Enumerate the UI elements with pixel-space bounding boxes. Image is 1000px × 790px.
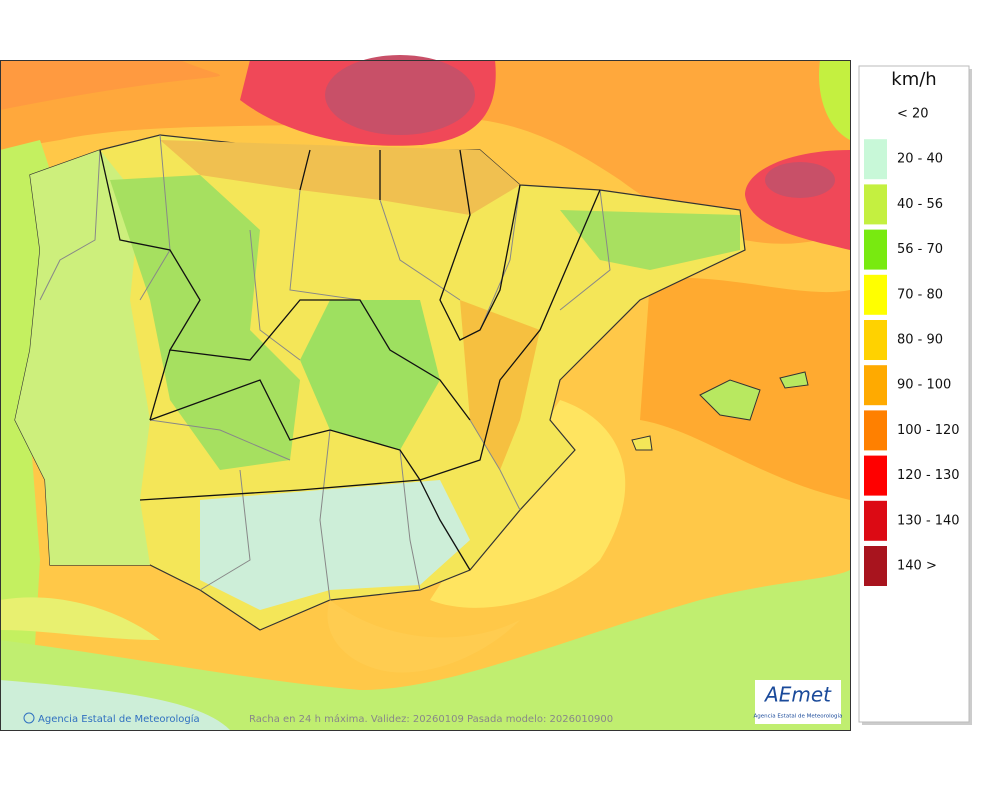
- field-light-green: [15, 150, 150, 565]
- legend-label: 80 - 90: [897, 333, 943, 348]
- legend-label: 140 >: [897, 559, 937, 574]
- field-green: [819, 60, 850, 140]
- legend-swatch: [864, 229, 887, 270]
- legend-label: < 20: [897, 107, 929, 122]
- field-amber: [327, 600, 520, 673]
- legend-label: 130 - 140: [897, 513, 960, 528]
- province-borders: [39, 134, 611, 601]
- field-amber: [460, 300, 540, 470]
- africa: [0, 570, 850, 730]
- island: [699, 379, 761, 421]
- legend-label: 100 - 120: [897, 423, 960, 438]
- legend-swatch: [864, 410, 887, 451]
- island: [779, 371, 809, 389]
- field-orange: [0, 60, 850, 244]
- legend-swatch: [864, 455, 887, 496]
- legend-label: 40 - 56: [897, 197, 943, 212]
- field-dark-red: [765, 162, 835, 198]
- legend-items: < 20 20 - 40 40 - 56 56 - 70 70 - 80 80 - 90 9…: [864, 107, 960, 586]
- legend-swatch: [864, 184, 887, 225]
- field-orange: [0, 60, 221, 110]
- legend-swatch: [864, 139, 887, 180]
- legend-title: km/h: [891, 69, 936, 90]
- legend-swatch: [864, 320, 887, 360]
- field-green: [110, 175, 300, 470]
- legend-swatch: [864, 274, 887, 315]
- legend-label: 20 - 40: [897, 152, 943, 167]
- field-green: [300, 300, 440, 450]
- legend-label: 70 - 80: [897, 287, 943, 302]
- field-green: [560, 210, 740, 270]
- map: [0, 55, 850, 730]
- logo-subtitle: Agencia Estatal de Meteorología: [754, 713, 843, 720]
- legend-label: 120 - 130: [897, 468, 960, 483]
- field-yellow: [0, 597, 160, 640]
- legend-swatch: [864, 365, 887, 406]
- legend-swatch: [864, 500, 887, 541]
- field-mint: [0, 680, 230, 730]
- field-mint: [200, 480, 470, 610]
- legend-label: 90 - 100: [897, 378, 951, 393]
- island: [631, 435, 653, 451]
- field-dark-red: [325, 55, 475, 135]
- logo-box: [755, 680, 841, 724]
- copyright-icon: [23, 712, 35, 724]
- region-borders: [99, 149, 601, 571]
- field-amber: [160, 140, 520, 215]
- legend-label: 56 - 70: [897, 242, 943, 257]
- caption: Racha en 24 h máxima. Validez: 20260109 …: [249, 713, 613, 725]
- credit: Agencia Estatal de Meteorología: [38, 713, 200, 725]
- map-frame: [0, 60, 851, 731]
- legend-swatch: [864, 546, 887, 586]
- logo: AEmet: [763, 683, 832, 707]
